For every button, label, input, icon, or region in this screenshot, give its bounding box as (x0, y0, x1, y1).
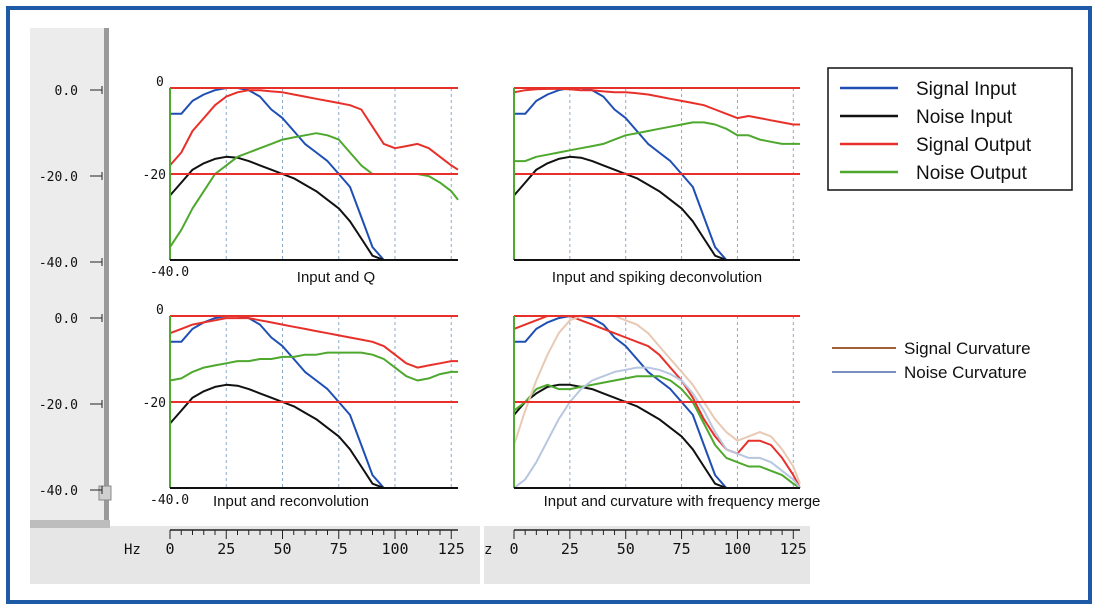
series-noise-output (169, 351, 458, 382)
chart-title: Input and spiking deconvolution (552, 269, 762, 286)
panel-ytick-label: 0 (156, 303, 164, 318)
legend-item: Noise Input (840, 107, 1013, 128)
series-noise-output (513, 375, 801, 489)
y-axis-label: -40.0 (39, 484, 78, 499)
panel-ytick-label: -40.0 (150, 265, 189, 280)
figure-frame: 0.0 -20.0 -40.0 0.0 -20.0 -40.0 0 -20 -40.0 Input… (6, 6, 1092, 604)
series-noise-input (169, 383, 458, 489)
x-axis-ruler: 0 25 50 75 100 125 z (484, 529, 807, 558)
x-axis-tick-label: 75 (330, 540, 348, 558)
legend-item: Signal Input (840, 79, 1017, 100)
x-axis-tick-label: 25 (217, 540, 235, 558)
panel-ytick-label: -40.0 (150, 493, 189, 508)
series-noise-output (514, 121, 800, 163)
x-axis-tick-label: 0 (165, 540, 174, 558)
x-axis-unit: z (484, 542, 492, 558)
legend-label: Noise Input (916, 107, 1013, 128)
series-signal-output (513, 87, 800, 126)
legend-item: Noise Curvature (832, 363, 1027, 382)
legend-label: Signal Output (916, 135, 1032, 156)
legend-main: Signal Input Noise Input Signal Output Nois… (827, 67, 1073, 191)
legend-item: Signal Output (840, 135, 1032, 156)
legend-label: Signal Curvature (904, 339, 1031, 358)
legend-label: Noise Output (916, 163, 1028, 184)
chart-panel: 0 -20 -40.0 Input and Q (143, 75, 459, 286)
panel-ytick-label: -20 (143, 396, 166, 411)
legend-item: Noise Output (840, 163, 1028, 184)
y-axis-label: 0.0 (55, 312, 78, 327)
x-axis-tick-label: 0 (509, 540, 518, 558)
x-axis-panel-right (484, 526, 810, 584)
y-axis-panel (30, 28, 108, 584)
x-axis-tick-label: 125 (438, 540, 465, 558)
y-axis-divider (104, 28, 109, 584)
x-axis-tick-label: 25 (561, 540, 579, 558)
legend-curvature: Signal Curvature Noise Curvature (832, 339, 1031, 382)
x-axis-tick-label: 75 (673, 540, 691, 558)
chart-panel: 0 -20 -40.0 Input and reconvolution (143, 303, 458, 510)
x-axis-ruler: 0 25 50 75 100 125 Hz (124, 529, 465, 558)
series-signal-curvature (513, 315, 801, 485)
x-axis-tick-label: 50 (617, 540, 635, 558)
chart-panel: Input and spiking deconvolution (513, 87, 800, 286)
chart-title: Input and Q (297, 269, 375, 286)
y-axis-label: -40.0 (39, 256, 78, 271)
series-noise-input (513, 155, 800, 261)
x-axis-tick-label: 50 (273, 540, 291, 558)
corner-band (30, 520, 110, 528)
chart-panel: Input and curvature with frequency merge (513, 315, 821, 510)
figure-canvas: 0.0 -20.0 -40.0 0.0 -20.0 -40.0 0 -20 -40.0 Input… (30, 28, 1073, 584)
series-noise-curvature (513, 366, 801, 489)
series-noise-input (169, 155, 458, 261)
scroll-handle (98, 485, 112, 501)
x-axis-unit: Hz (124, 542, 141, 558)
y-axis-label: -20.0 (39, 170, 78, 185)
x-axis-tick-label: 100 (724, 540, 751, 558)
y-axis-label: -20.0 (39, 398, 78, 413)
x-axis-panel-left (30, 526, 480, 584)
legend-label: Signal Input (916, 79, 1017, 100)
legend-label: Noise Curvature (904, 363, 1027, 382)
series-signal-input (170, 87, 395, 261)
series-signal-output (169, 89, 459, 171)
series-signal-input (514, 315, 738, 489)
x-axis-tick-label: 125 (780, 540, 807, 558)
panel-ytick-label: 0 (156, 75, 164, 90)
legend-item: Signal Curvature (832, 339, 1031, 358)
panel-ytick-label: -20 (143, 168, 166, 183)
chart-title: Input and curvature with frequency merge (544, 493, 821, 510)
chart-title: Input and reconvolution (213, 493, 369, 510)
y-axis-label: 0.0 (55, 84, 78, 99)
x-axis-tick-label: 100 (381, 540, 408, 558)
series-signal-output (169, 317, 458, 369)
series-signal-input (514, 87, 738, 261)
